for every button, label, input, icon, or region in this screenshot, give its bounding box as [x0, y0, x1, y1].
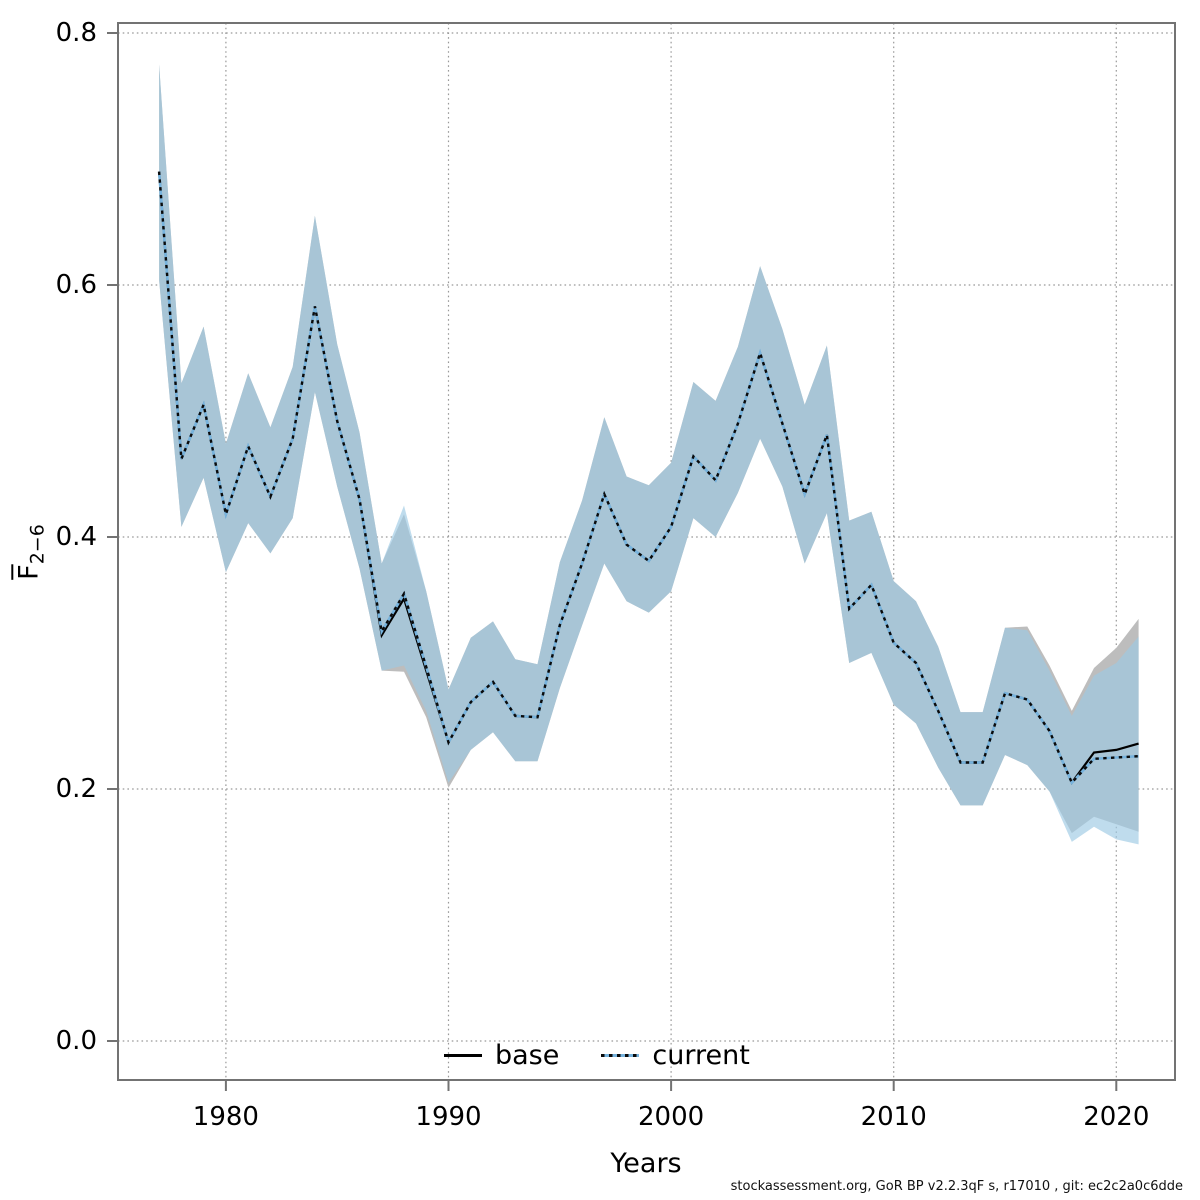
x-tick-label: 2020 — [1083, 1102, 1150, 1132]
legend-item-base: base — [444, 1040, 559, 1071]
y-tick-label: 0.0 — [55, 1026, 97, 1056]
y-axis-title-subscript: 2−6 — [26, 524, 49, 565]
y-tick-label: 0.4 — [55, 522, 97, 552]
line-current — [157, 171, 1139, 785]
y-tick-label: 0.8 — [55, 18, 97, 48]
y-tick-label: 0.6 — [55, 270, 97, 300]
confidence-band-current — [159, 64, 1139, 845]
legend-line-sample-base — [444, 1054, 482, 1057]
legend-label-base: base — [495, 1040, 560, 1071]
x-tick-label: 2010 — [860, 1102, 927, 1132]
watermark-text: stockassessment.org, GoR BP v2.2.3qF s, … — [730, 1179, 1183, 1194]
x-axis-title: Years — [610, 1148, 682, 1179]
legend-label-current: current — [652, 1040, 750, 1071]
y-tick-label: 0.2 — [55, 774, 97, 804]
plot-border — [117, 22, 1176, 1081]
legend-line-sample-current — [601, 1054, 640, 1057]
x-tick-label: 1980 — [192, 1102, 259, 1132]
y-axis-title-symbol: F — [13, 564, 45, 580]
x-tick-label: 2000 — [638, 1102, 705, 1132]
legend: base current — [444, 1040, 750, 1071]
x-tick-label: 1990 — [415, 1102, 482, 1132]
y-axis-title: F2−6 — [13, 524, 48, 580]
legend-item-current: current — [601, 1040, 750, 1071]
